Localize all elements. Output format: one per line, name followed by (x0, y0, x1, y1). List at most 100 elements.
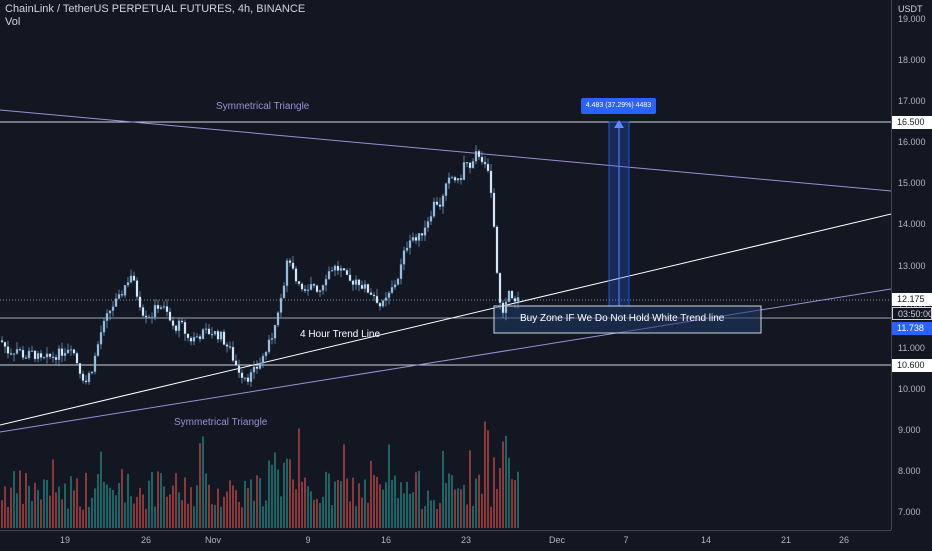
candle-body (9, 353, 13, 355)
volume-bar (346, 478, 348, 528)
candle-body (39, 353, 43, 358)
volume-bar (289, 459, 291, 528)
candle-body (123, 284, 127, 296)
candle-body (138, 296, 142, 308)
volume-bar (337, 479, 339, 528)
candle-body (192, 336, 196, 342)
trend-line-label[interactable]: 4 Hour Trend Line (300, 329, 381, 340)
candle-body (198, 336, 202, 340)
volume-bar (361, 497, 363, 528)
currency-label[interactable]: USDT (898, 4, 923, 14)
candle-body (99, 332, 103, 345)
volume-bar (325, 471, 327, 528)
volume-bar (505, 435, 507, 528)
volume-bar (316, 498, 318, 528)
volume-bar (127, 473, 129, 528)
volume-bar (142, 494, 144, 528)
candle-body (303, 288, 307, 291)
volume-bar (43, 479, 45, 528)
volume-bar (307, 486, 309, 528)
candle-body (330, 270, 334, 272)
volume-bar (220, 506, 222, 528)
candle-body (477, 150, 481, 158)
candle-body (141, 307, 145, 316)
volume-bar (118, 482, 120, 528)
candle-body (156, 304, 160, 309)
volume-bar (247, 488, 249, 528)
volume-bar (265, 500, 267, 528)
volume-bar (451, 475, 453, 528)
buy-zone-rect[interactable] (493, 305, 762, 334)
candle-body (42, 357, 46, 359)
candle-body (351, 280, 355, 285)
candle-body (174, 325, 178, 332)
candle-body (15, 349, 19, 354)
buy-zone-label[interactable]: Buy Zone IF We Do Not Hold White Trend l… (520, 313, 725, 324)
candle-body (372, 294, 376, 297)
volume-bar (187, 503, 189, 528)
volume-bar (91, 497, 93, 528)
volume-bar (34, 482, 36, 528)
time-tick-label: 26 (140, 535, 152, 545)
candle-body (339, 268, 343, 271)
volume-bar (79, 506, 81, 528)
candle-body (213, 330, 217, 335)
candle-body (381, 300, 385, 307)
candle-body (426, 221, 430, 228)
time-tick-label: 7 (623, 535, 629, 545)
price-axis[interactable] (891, 0, 932, 530)
candle-body (114, 298, 118, 307)
trend-line-4h[interactable] (0, 213, 892, 426)
candle-body (432, 201, 436, 217)
time-axis[interactable] (0, 530, 891, 551)
volume-bar (460, 489, 462, 528)
time-tick-label: 26 (838, 535, 850, 545)
volume-bar (217, 488, 219, 528)
candle-body (396, 278, 400, 285)
candle-body (459, 177, 463, 180)
candle-body (189, 337, 193, 342)
candle-body (102, 320, 106, 333)
candle-body (513, 298, 517, 302)
candle-body (204, 328, 208, 330)
symbol-title[interactable]: ChainLink / TetherUS PERPETUAL FUTURES, … (5, 3, 306, 15)
candle-body (462, 162, 466, 180)
candle-body (471, 161, 475, 169)
volume-bar (454, 489, 456, 528)
candle-body (402, 250, 406, 265)
volume-bar (475, 478, 477, 528)
price-tick-label: 8.000 (898, 465, 921, 476)
price-tick-label: 14.000 (898, 219, 926, 230)
volume-bar (49, 495, 51, 528)
triangle-upper-line[interactable] (0, 109, 892, 192)
volume-bar (100, 451, 102, 528)
candle-body (201, 329, 205, 340)
volume-bar (67, 508, 69, 528)
volume-bar (40, 499, 42, 528)
candle-body (495, 226, 499, 274)
volume-bar (139, 487, 141, 528)
triangle-label-top[interactable]: Symmetrical Triangle (216, 101, 310, 112)
volume-bar (61, 499, 63, 528)
volume-bar (163, 486, 165, 528)
candle-body (507, 290, 511, 303)
candle-body (438, 204, 442, 207)
candle-body (105, 312, 109, 322)
volume-bar (211, 504, 213, 528)
volume-bar (466, 504, 468, 528)
candle-body (390, 287, 394, 294)
volume-bar (463, 484, 465, 528)
candle-body (411, 236, 415, 241)
candle-body (393, 284, 397, 288)
candle-body (510, 290, 514, 299)
volume-bar (511, 479, 513, 528)
measure-label[interactable]: 4.483 (37.29%) 4483 (581, 98, 656, 114)
triangle-label-bottom[interactable]: Symmetrical Triangle (174, 417, 268, 428)
volume-indicator-label[interactable]: Vol (5, 16, 21, 28)
candle-body (93, 355, 97, 372)
volume-bar (379, 484, 381, 528)
volume-bar (229, 480, 231, 528)
volume-bar (106, 484, 108, 528)
